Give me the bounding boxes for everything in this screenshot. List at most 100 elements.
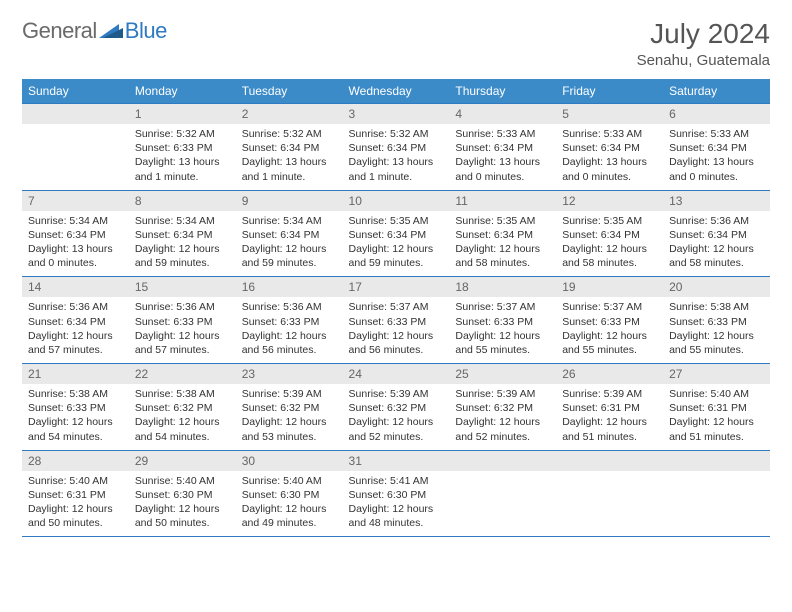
sunrise-text: Sunrise: 5:32 AM bbox=[135, 127, 230, 141]
day-details: Sunrise: 5:40 AMSunset: 6:31 PMDaylight:… bbox=[22, 471, 129, 537]
sunset-text: Sunset: 6:34 PM bbox=[28, 228, 123, 242]
calendar-day-cell: 31Sunrise: 5:41 AMSunset: 6:30 PMDayligh… bbox=[343, 450, 450, 537]
day-details: Sunrise: 5:36 AMSunset: 6:33 PMDaylight:… bbox=[129, 297, 236, 363]
daylight-text: Daylight: 12 hours and 55 minutes. bbox=[562, 329, 657, 357]
day-number: 14 bbox=[22, 277, 129, 297]
daylight-text: Daylight: 12 hours and 53 minutes. bbox=[242, 415, 337, 443]
day-number: 22 bbox=[129, 364, 236, 384]
title-block: July 2024 Senahu, Guatemala bbox=[637, 18, 770, 69]
day-number: 21 bbox=[22, 364, 129, 384]
calendar-week-row: 7Sunrise: 5:34 AMSunset: 6:34 PMDaylight… bbox=[22, 190, 770, 277]
sunrise-text: Sunrise: 5:34 AM bbox=[28, 214, 123, 228]
sunset-text: Sunset: 6:34 PM bbox=[242, 141, 337, 155]
sunset-text: Sunset: 6:34 PM bbox=[455, 141, 550, 155]
day-details: Sunrise: 5:33 AMSunset: 6:34 PMDaylight:… bbox=[449, 124, 556, 190]
daylight-text: Daylight: 12 hours and 57 minutes. bbox=[135, 329, 230, 357]
day-details bbox=[22, 124, 129, 182]
daylight-text: Daylight: 12 hours and 54 minutes. bbox=[28, 415, 123, 443]
brand-logo: General Blue bbox=[22, 18, 167, 44]
day-details: Sunrise: 5:40 AMSunset: 6:30 PMDaylight:… bbox=[129, 471, 236, 537]
day-details: Sunrise: 5:35 AMSunset: 6:34 PMDaylight:… bbox=[343, 211, 450, 277]
day-details: Sunrise: 5:39 AMSunset: 6:32 PMDaylight:… bbox=[236, 384, 343, 450]
weekday-header: Saturday bbox=[663, 79, 770, 104]
day-number: 27 bbox=[663, 364, 770, 384]
sunset-text: Sunset: 6:32 PM bbox=[455, 401, 550, 415]
calendar-header-row: SundayMondayTuesdayWednesdayThursdayFrid… bbox=[22, 79, 770, 104]
day-details: Sunrise: 5:37 AMSunset: 6:33 PMDaylight:… bbox=[343, 297, 450, 363]
calendar-day-cell: 26Sunrise: 5:39 AMSunset: 6:31 PMDayligh… bbox=[556, 364, 663, 451]
day-details: Sunrise: 5:34 AMSunset: 6:34 PMDaylight:… bbox=[129, 211, 236, 277]
day-number: 4 bbox=[449, 104, 556, 124]
day-details: Sunrise: 5:41 AMSunset: 6:30 PMDaylight:… bbox=[343, 471, 450, 537]
day-number: 23 bbox=[236, 364, 343, 384]
sunrise-text: Sunrise: 5:35 AM bbox=[455, 214, 550, 228]
daylight-text: Daylight: 12 hours and 49 minutes. bbox=[242, 502, 337, 530]
calendar-day-cell: 2Sunrise: 5:32 AMSunset: 6:34 PMDaylight… bbox=[236, 104, 343, 191]
daylight-text: Daylight: 12 hours and 58 minutes. bbox=[669, 242, 764, 270]
sunrise-text: Sunrise: 5:32 AM bbox=[349, 127, 444, 141]
calendar-day-cell: 18Sunrise: 5:37 AMSunset: 6:33 PMDayligh… bbox=[449, 277, 556, 364]
weekday-header: Friday bbox=[556, 79, 663, 104]
sunrise-text: Sunrise: 5:40 AM bbox=[28, 474, 123, 488]
day-number bbox=[663, 451, 770, 471]
daylight-text: Daylight: 12 hours and 58 minutes. bbox=[455, 242, 550, 270]
day-details: Sunrise: 5:34 AMSunset: 6:34 PMDaylight:… bbox=[236, 211, 343, 277]
day-number: 31 bbox=[343, 451, 450, 471]
calendar-day-cell: 6Sunrise: 5:33 AMSunset: 6:34 PMDaylight… bbox=[663, 104, 770, 191]
location-label: Senahu, Guatemala bbox=[637, 52, 770, 69]
calendar-day-cell: 28Sunrise: 5:40 AMSunset: 6:31 PMDayligh… bbox=[22, 450, 129, 537]
day-details: Sunrise: 5:36 AMSunset: 6:33 PMDaylight:… bbox=[236, 297, 343, 363]
sunset-text: Sunset: 6:31 PM bbox=[669, 401, 764, 415]
sunrise-text: Sunrise: 5:40 AM bbox=[669, 387, 764, 401]
daylight-text: Daylight: 12 hours and 54 minutes. bbox=[135, 415, 230, 443]
day-details: Sunrise: 5:37 AMSunset: 6:33 PMDaylight:… bbox=[449, 297, 556, 363]
day-number: 6 bbox=[663, 104, 770, 124]
sunset-text: Sunset: 6:32 PM bbox=[349, 401, 444, 415]
daylight-text: Daylight: 12 hours and 59 minutes. bbox=[349, 242, 444, 270]
daylight-text: Daylight: 13 hours and 0 minutes. bbox=[455, 155, 550, 183]
day-number: 10 bbox=[343, 191, 450, 211]
sunrise-text: Sunrise: 5:36 AM bbox=[28, 300, 123, 314]
daylight-text: Daylight: 12 hours and 55 minutes. bbox=[455, 329, 550, 357]
day-details: Sunrise: 5:32 AMSunset: 6:33 PMDaylight:… bbox=[129, 124, 236, 190]
daylight-text: Daylight: 12 hours and 59 minutes. bbox=[135, 242, 230, 270]
calendar-day-cell: 17Sunrise: 5:37 AMSunset: 6:33 PMDayligh… bbox=[343, 277, 450, 364]
sunrise-text: Sunrise: 5:36 AM bbox=[242, 300, 337, 314]
sunset-text: Sunset: 6:34 PM bbox=[242, 228, 337, 242]
sunrise-text: Sunrise: 5:35 AM bbox=[562, 214, 657, 228]
daylight-text: Daylight: 12 hours and 48 minutes. bbox=[349, 502, 444, 530]
sunrise-text: Sunrise: 5:39 AM bbox=[455, 387, 550, 401]
daylight-text: Daylight: 13 hours and 1 minute. bbox=[349, 155, 444, 183]
calendar-day-cell: 7Sunrise: 5:34 AMSunset: 6:34 PMDaylight… bbox=[22, 190, 129, 277]
sunset-text: Sunset: 6:34 PM bbox=[562, 228, 657, 242]
calendar-day-cell: 10Sunrise: 5:35 AMSunset: 6:34 PMDayligh… bbox=[343, 190, 450, 277]
calendar-day-cell bbox=[22, 104, 129, 191]
daylight-text: Daylight: 12 hours and 59 minutes. bbox=[242, 242, 337, 270]
day-details: Sunrise: 5:38 AMSunset: 6:33 PMDaylight:… bbox=[663, 297, 770, 363]
calendar-day-cell: 19Sunrise: 5:37 AMSunset: 6:33 PMDayligh… bbox=[556, 277, 663, 364]
daylight-text: Daylight: 12 hours and 58 minutes. bbox=[562, 242, 657, 270]
sunset-text: Sunset: 6:33 PM bbox=[28, 401, 123, 415]
calendar-day-cell: 14Sunrise: 5:36 AMSunset: 6:34 PMDayligh… bbox=[22, 277, 129, 364]
sunset-text: Sunset: 6:33 PM bbox=[242, 315, 337, 329]
sunset-text: Sunset: 6:30 PM bbox=[135, 488, 230, 502]
calendar-day-cell: 4Sunrise: 5:33 AMSunset: 6:34 PMDaylight… bbox=[449, 104, 556, 191]
sunrise-text: Sunrise: 5:33 AM bbox=[562, 127, 657, 141]
day-details: Sunrise: 5:38 AMSunset: 6:32 PMDaylight:… bbox=[129, 384, 236, 450]
day-details: Sunrise: 5:39 AMSunset: 6:32 PMDaylight:… bbox=[343, 384, 450, 450]
calendar-day-cell: 27Sunrise: 5:40 AMSunset: 6:31 PMDayligh… bbox=[663, 364, 770, 451]
day-number: 7 bbox=[22, 191, 129, 211]
calendar-day-cell: 29Sunrise: 5:40 AMSunset: 6:30 PMDayligh… bbox=[129, 450, 236, 537]
sunset-text: Sunset: 6:34 PM bbox=[135, 228, 230, 242]
sunrise-text: Sunrise: 5:34 AM bbox=[242, 214, 337, 228]
daylight-text: Daylight: 13 hours and 0 minutes. bbox=[669, 155, 764, 183]
day-details: Sunrise: 5:36 AMSunset: 6:34 PMDaylight:… bbox=[663, 211, 770, 277]
day-number: 29 bbox=[129, 451, 236, 471]
day-number: 13 bbox=[663, 191, 770, 211]
sunrise-text: Sunrise: 5:40 AM bbox=[135, 474, 230, 488]
calendar-day-cell: 3Sunrise: 5:32 AMSunset: 6:34 PMDaylight… bbox=[343, 104, 450, 191]
daylight-text: Daylight: 12 hours and 50 minutes. bbox=[28, 502, 123, 530]
daylight-text: Daylight: 13 hours and 1 minute. bbox=[242, 155, 337, 183]
day-details: Sunrise: 5:32 AMSunset: 6:34 PMDaylight:… bbox=[343, 124, 450, 190]
sunrise-text: Sunrise: 5:41 AM bbox=[349, 474, 444, 488]
